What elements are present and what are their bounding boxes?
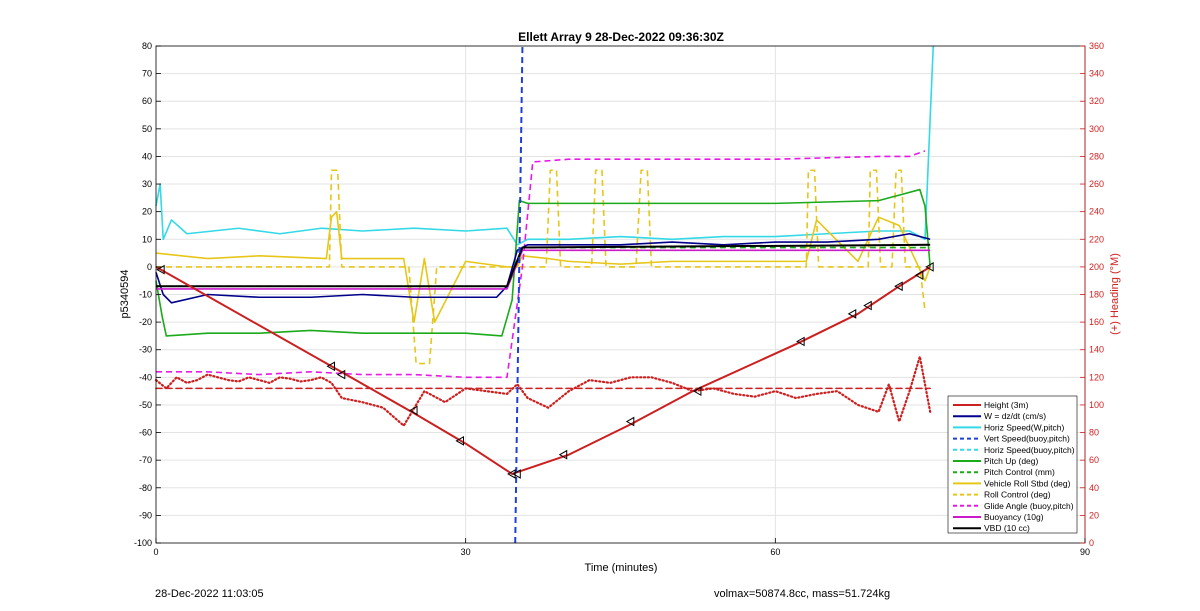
x-tick-label: 0 [153,547,158,557]
glide-marker [914,270,924,281]
legend-entry: Glide Angle (buoy,pitch) [984,501,1074,511]
legend-entry: Buoyancy (10g) [984,512,1044,522]
y-tick-label: 30 [142,179,152,189]
y-tick-label: -20 [139,317,152,327]
y2-tick-label: 360 [1089,41,1104,51]
y2-axis-label: (+) Heading (°M) [1109,253,1121,335]
y2-tick-label: 40 [1089,483,1099,493]
y-tick-label: -30 [139,345,152,355]
y2-tick-label: 280 [1089,151,1104,161]
x-tick-label: 60 [770,547,780,557]
series-line [155,266,931,475]
chart-title: Ellett Array 9 28-Dec-2022 09:36:30Z [518,30,724,44]
legend-entry: Horiz Speed(buoy,pitch) [984,445,1075,455]
glide-marker [625,416,635,427]
glide-marker [512,469,521,479]
y-tick-label: -10 [139,290,152,300]
y-tick-label: 80 [142,41,152,51]
glide-marker [455,435,465,446]
y-tick-label: -90 [139,510,152,520]
heading-series [154,355,932,427]
legend-entry: W = dz/dt (cm/s) [984,411,1046,421]
y-tick-label: 40 [142,151,152,161]
glide-markers [156,262,934,479]
footer-volmax-mass: volmax=50874.8cc, mass=51.724kg [714,588,891,600]
glide-marker [847,308,857,319]
series-line [156,243,931,288]
y-tick-label: -80 [139,483,152,493]
glide-marker [156,264,165,275]
y2-tick-label: 200 [1089,262,1104,272]
legend-entry: Height (3m) [984,400,1029,410]
legend-entry: Vehicle Roll Stbd (deg) [984,478,1071,488]
y-tick-label: -70 [139,455,152,465]
series-line [514,45,524,544]
y2-tick-label: 320 [1089,96,1104,106]
x-tick-label: 90 [1080,547,1090,557]
y-tick-label: -40 [139,372,152,382]
series-line [155,232,931,304]
y2-tick-label: 0 [1089,538,1094,548]
y2-tick-label: 220 [1089,234,1104,244]
axes: 0 30 60 9080706050403020100-10-20-30-40-50-… [134,41,1104,557]
grid [156,46,1085,543]
series-line [156,249,931,290]
legend: Height (3m)W = dz/dt (cm/s)Horiz Speed(W… [947,395,1078,534]
legend-entry: Pitch Control (mm) [984,467,1055,477]
glide-marker [507,469,516,479]
legend-entry: Roll Control (deg) [984,490,1051,500]
y-axis-label: p5340594 [119,270,131,319]
y2-tick-label: 80 [1089,428,1099,438]
glide-marker [692,386,702,397]
y-tick-label: -100 [134,538,152,548]
legend-entry: Horiz Speed(W,pitch) [984,422,1064,432]
glide-marker [894,281,903,292]
y2-tick-label: 100 [1089,400,1104,410]
glide-marker [336,369,346,380]
series-line [156,150,926,379]
plot-series [154,45,935,544]
series-line [155,45,935,246]
y2-tick-label: 60 [1089,455,1099,465]
y-tick-label: 20 [142,207,152,217]
y2-tick-label: 300 [1089,124,1104,134]
legend-entry: Pitch Up (deg) [984,456,1038,466]
x-tick-label: 30 [461,547,471,557]
glide-marker [796,336,805,347]
series-line [155,188,931,337]
footer-timestamp: 28-Dec-2022 11:03:05 [155,588,264,600]
y2-tick-label: 20 [1089,510,1099,520]
y2-tick-label: 260 [1089,179,1104,189]
y2-tick-label: 240 [1089,207,1104,217]
glide-marker [863,300,872,311]
legend-box [947,395,1078,534]
y2-tick-label: 160 [1089,317,1104,327]
y-tick-label: -60 [139,428,152,438]
legend-entry: Vert Speed(buoy,pitch) [984,434,1070,444]
y2-tick-label: 140 [1089,345,1104,355]
y-tick-label: 10 [142,234,152,244]
y-tick-label: 70 [142,69,152,79]
y2-tick-label: 180 [1089,290,1104,300]
series-line [156,169,926,365]
y-tick-label: 60 [142,96,152,106]
glide-marker [326,361,335,372]
y-tick-label: 0 [147,262,152,272]
glide-marker [558,449,568,460]
y2-tick-label: 340 [1089,69,1104,79]
y-tick-label: -50 [139,400,152,410]
y2-tick-label: 120 [1089,372,1104,382]
y-tick-label: 50 [142,124,152,134]
legend-entry: VBD (10 cc) [984,523,1030,533]
glide-marker [409,405,418,416]
x-axis-label: Time (minutes) [585,562,658,574]
glide-marker [925,262,934,272]
